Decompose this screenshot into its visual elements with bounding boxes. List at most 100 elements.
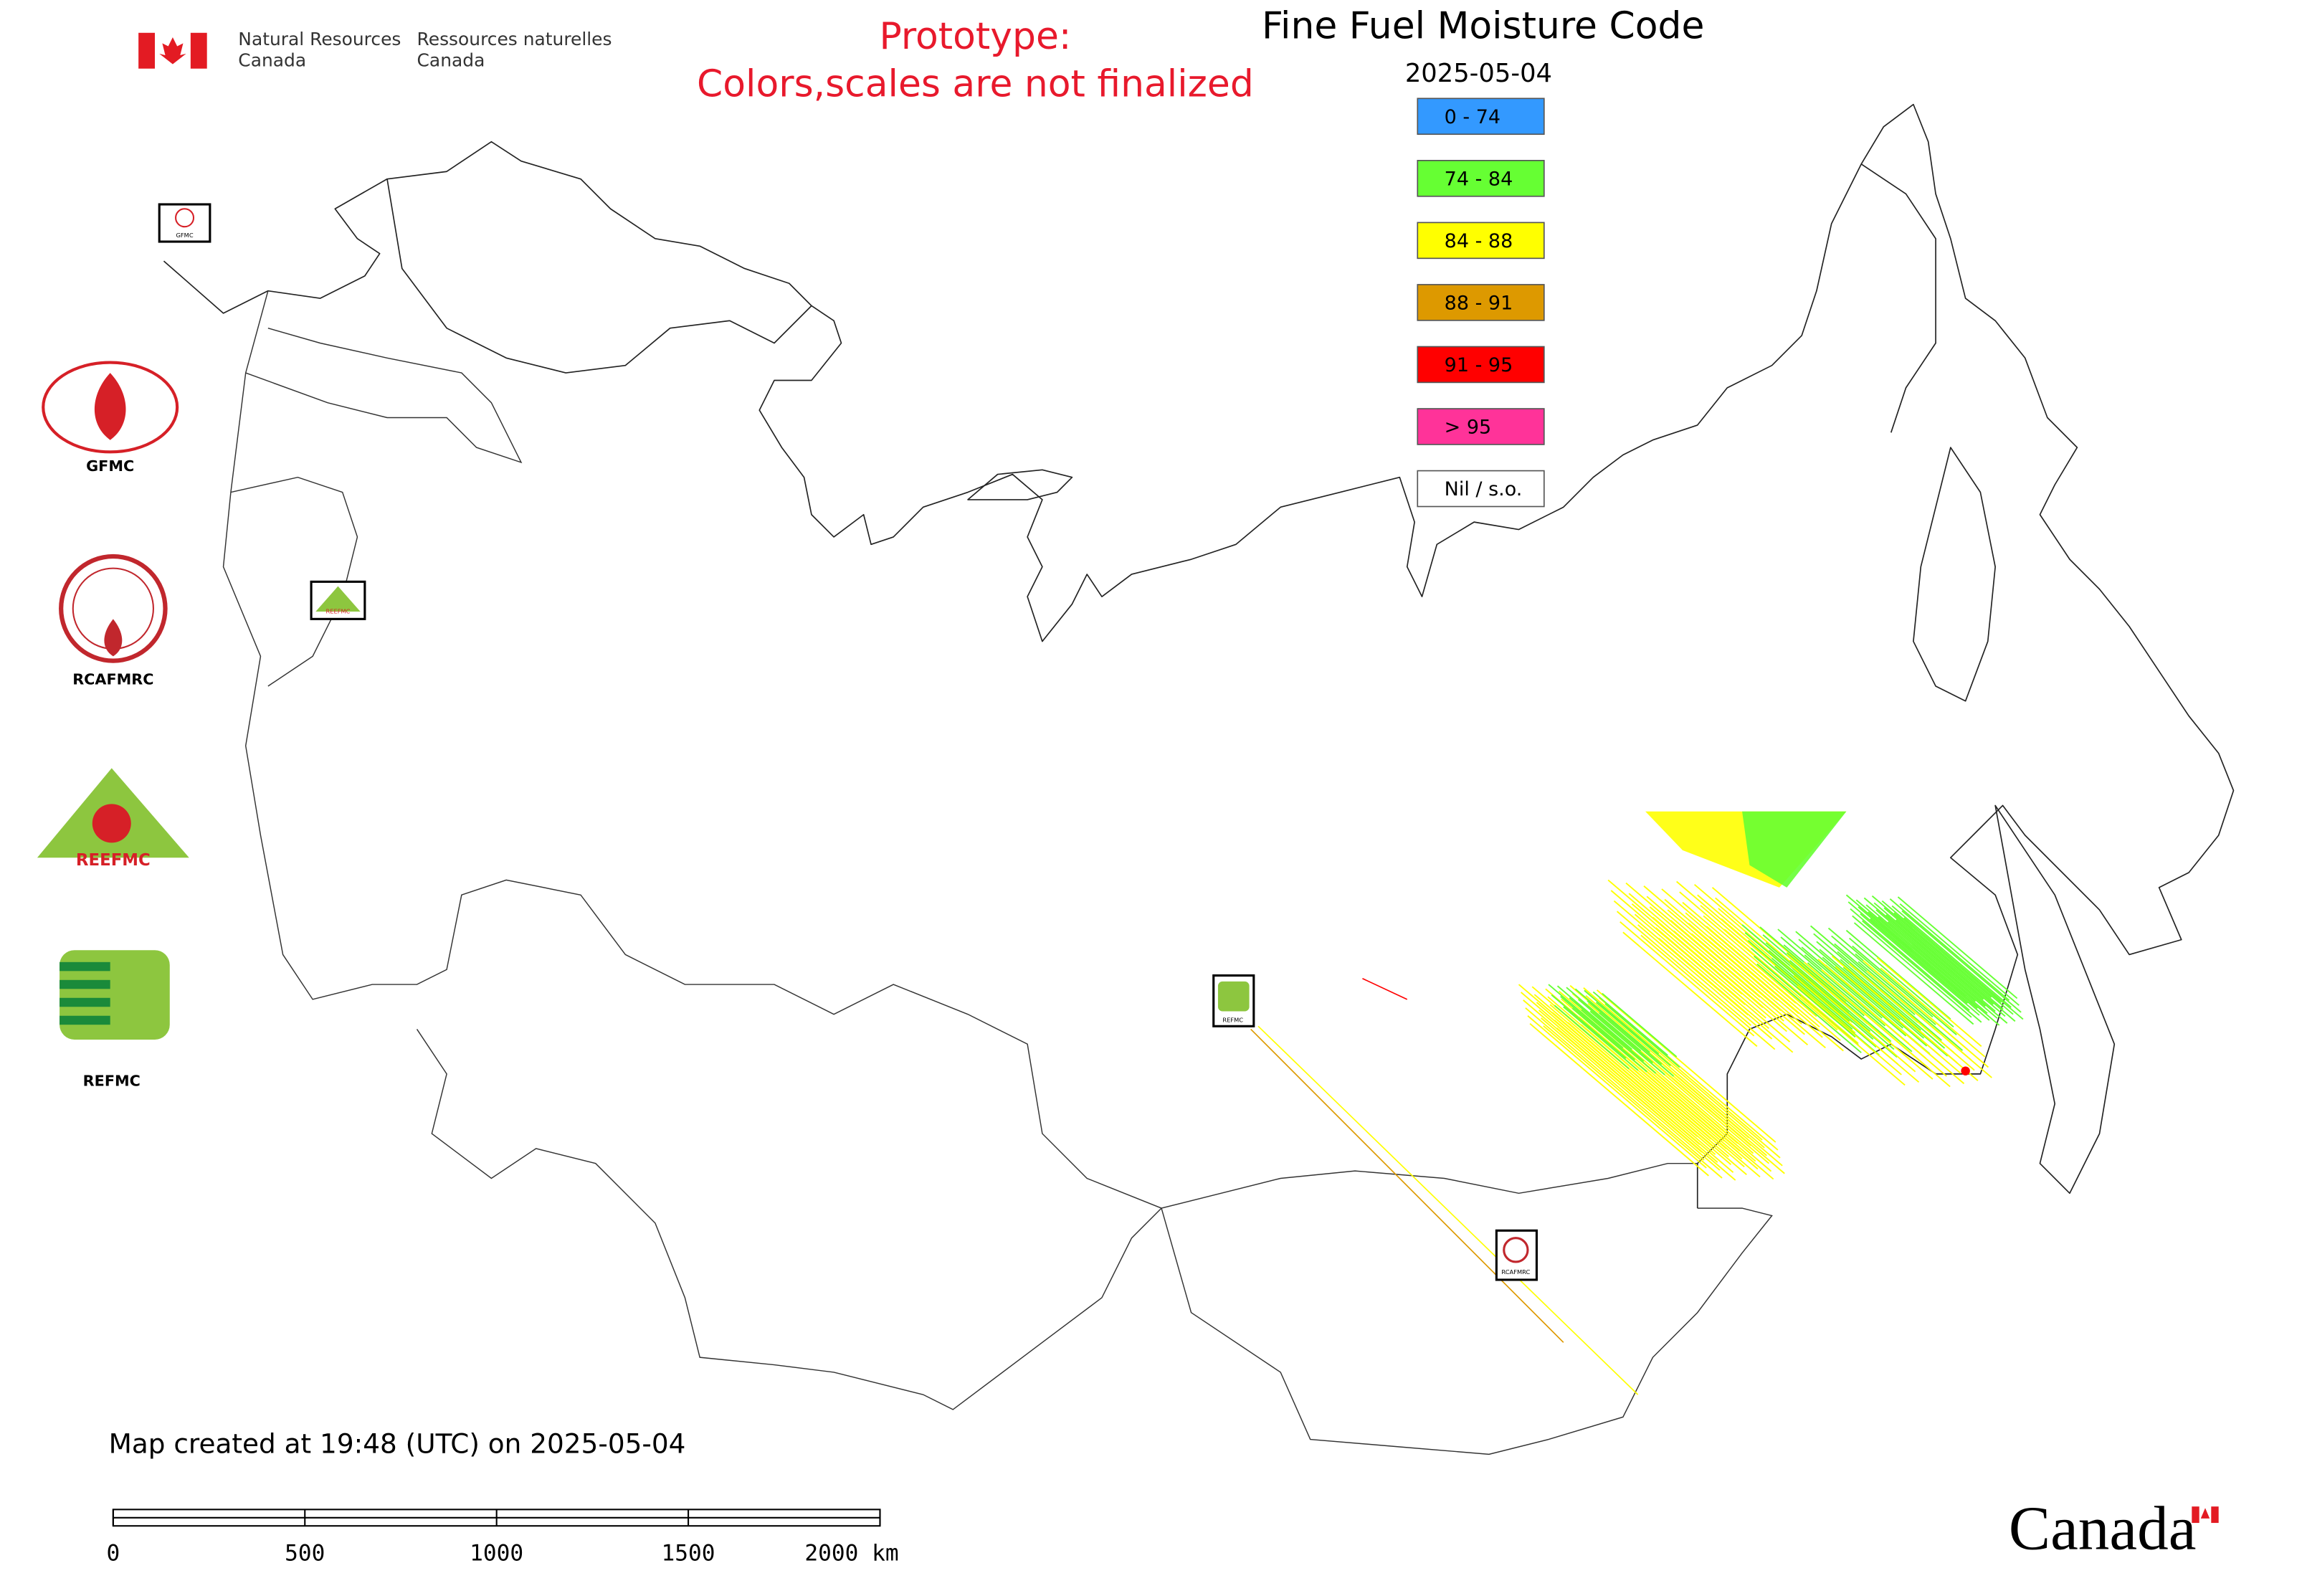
marker-label: RCAFMRC [1501,1268,1530,1276]
legend-swatch [1417,160,1545,197]
logo-label: GFMC [86,457,134,475]
ffmc-stroke [1861,920,1982,1023]
ffmc-stroke [1652,916,1787,1032]
ffmc-stroke [1878,916,1998,1019]
ffmc-stroke [1845,997,1951,1088]
ffmc-stroke [1556,985,1632,1050]
ffmc-stroke [1599,997,1779,1151]
ffmc-stroke [1880,967,1986,1058]
ffmc-stroke [1852,945,1957,1035]
ffmc-stroke [1759,926,1865,1017]
logos: GFMC RCAFMRC REEFMC REFMC [37,361,189,1089]
ffmc-stroke [1858,961,1964,1051]
ffmc-stroke [1883,907,2004,1010]
ffmc-stroke [1903,917,2024,1020]
ffmc-stroke [1889,898,2010,1001]
ffmc-stroke [1682,901,1817,1017]
marker-label: REEFMC [325,607,350,614]
ffmc-stroke [1563,1006,1639,1071]
ffmc-stroke [1584,989,1660,1055]
ffmc-stroke [1541,1017,1721,1171]
ffmc-stroke [1847,901,1968,1004]
country-border [416,1029,1162,1410]
ffmc-stroke [1569,997,1645,1062]
logo-label: REEFMC [76,851,151,870]
scale-label: 500 [285,1541,325,1567]
ffmc-stroke [1721,918,1856,1034]
gfmc-flame [94,373,126,440]
ffmc-stroke [1860,913,1980,1016]
ffmc-stroke [1637,924,1773,1040]
kamchatka [1860,163,1936,433]
ffmc-stroke [1887,988,1992,1078]
ffmc-stroke [1852,915,1972,1018]
wordmark-flag [2192,1506,2219,1524]
ffmc-stroke [1525,1007,1705,1161]
ffmc-stroke [1706,926,1841,1041]
agency-fr: Ressources naturelles [417,29,612,49]
ffmc-stroke [1765,942,1871,1032]
ffmc-stroke [1616,911,1752,1026]
ffmc-stroke [1901,910,2022,1013]
ffmc-stroke [1842,987,1947,1077]
legend-swatch [1417,346,1545,384]
ffmc-stroke [1556,1027,1736,1181]
ffmc-stroke [1527,1015,1707,1169]
ffmc-stroke [1551,1012,1732,1165]
ffmc-stroke [1780,936,1886,1027]
legend-label: 74 - 84 [1445,168,1513,190]
ffmc-stroke [1574,988,1650,1053]
ffmc-stroke [1771,957,1877,1048]
ffmc-stroke [1814,992,1920,1083]
legend-label: 0 - 74 [1445,106,1500,128]
refmc-stripe [60,961,110,972]
ffmc-stroke [1703,915,1838,1031]
created-note: Map created at 19:48 (UTC) on 2025-05-04 [109,1428,686,1459]
ffmc-stroke [1649,906,1784,1022]
ffmc-stroke [1855,899,1977,1002]
legend-swatch [1417,222,1545,260]
ffmc-stroke [1604,1003,1680,1068]
map-title: Fine Fuel Moisture Code [1262,5,1704,48]
ffmc-stroke [1587,1000,1663,1065]
reefmc-emblem [92,804,131,843]
marker-icon [315,586,361,612]
ffmc-stroke [1566,987,1642,1052]
ffmc-stroke [1548,984,1624,1049]
ffmc-stroke [1690,933,1826,1049]
nrcan-signature: Natural Resources Canada Ressources natu… [138,29,612,70]
ffmc-stroke [1554,1004,1630,1070]
ffmc-stroke [1622,931,1758,1048]
refmc-stripe [60,997,110,1007]
ffmc-stroke [1529,1022,1709,1177]
ffmc-stroke [1577,999,1654,1063]
flag-bar [190,32,207,69]
ffmc-stroke [1797,985,1902,1075]
novaya-zemlya [967,469,1073,500]
ffmc-stroke [1897,896,2018,999]
ffmc-stroke [1585,994,1765,1149]
ffmc-stroke [1747,939,1853,1030]
ffmc-stroke [1673,930,1809,1046]
ffmc-stroke [1855,984,1961,1074]
ffmc-stroke [1798,939,1903,1029]
ffmc-stroke [1786,952,1892,1042]
ffmc-stroke [1634,913,1770,1030]
ffmc-stroke [1873,991,1979,1081]
ffmc-stroke [1571,1007,1647,1073]
scandinavia [386,179,812,374]
ffmc-stroke [1658,937,1794,1053]
agency-en: Natural Resources [238,29,401,49]
ffmc-stroke [1723,928,1859,1044]
legend-label: 84 - 88 [1445,230,1513,252]
scale-label: 1000 [470,1541,523,1567]
ffmc-stroke [1655,927,1791,1042]
ffmc-stroke [1827,927,1934,1018]
legend-swatch [1417,98,1545,136]
ffmc-stroke [1362,977,1408,1000]
ffmc-stroke [1848,937,1954,1028]
ffmc-stroke [1883,978,1989,1068]
scale-label: 2000 km [804,1541,898,1567]
